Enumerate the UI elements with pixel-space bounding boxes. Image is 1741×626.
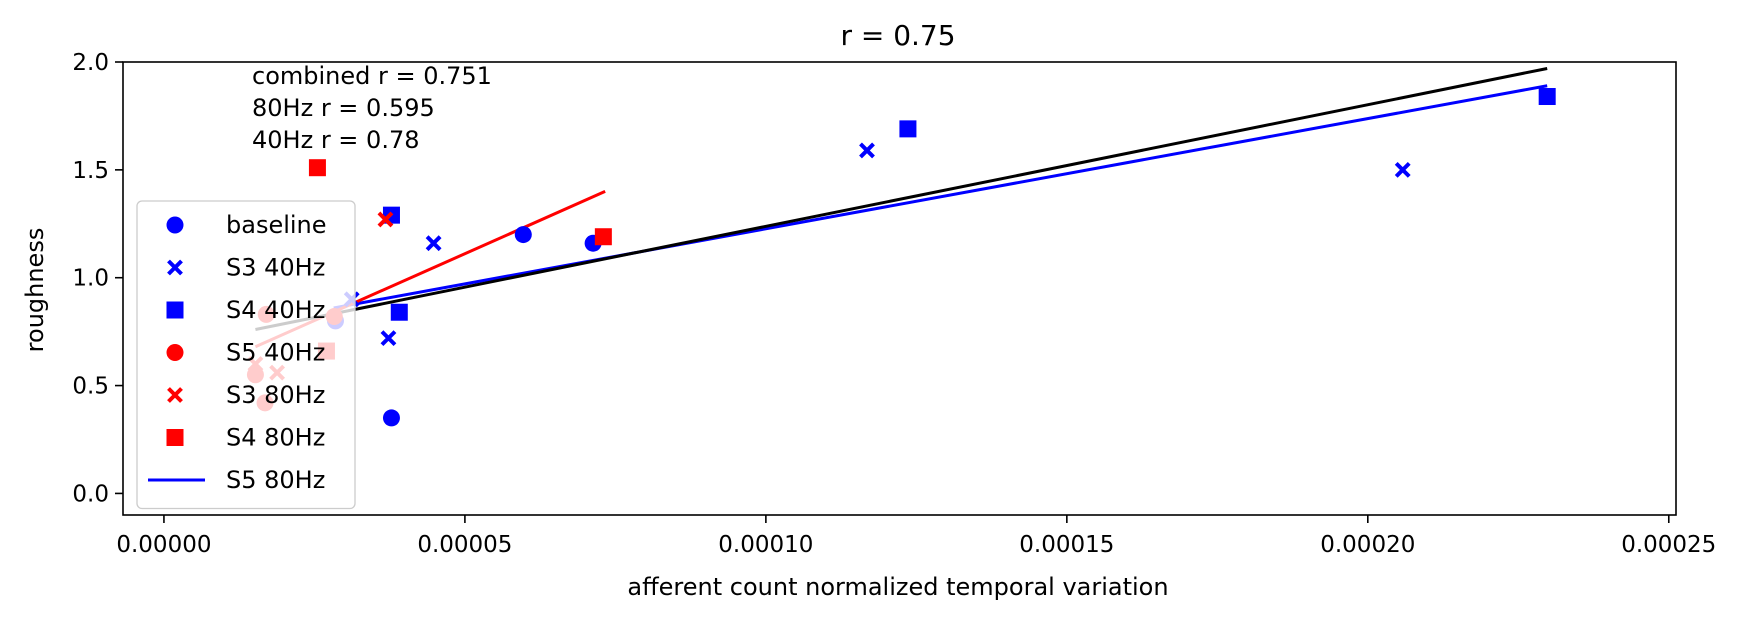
legend-swatch-s4-80hz <box>166 429 184 446</box>
x-tick-label: 0.00015 <box>1019 532 1114 558</box>
legend-label-s3-40hz: S3 40Hz <box>226 254 325 282</box>
plot-marks <box>246 67 1556 427</box>
fit-line <box>333 84 1548 310</box>
x-tick-label: 0.00005 <box>417 532 512 558</box>
baseline-point <box>382 409 400 427</box>
x-tick-label: 0.00025 <box>1621 532 1716 558</box>
y-tick-label: 2.0 <box>72 50 109 76</box>
s3-40hz-point <box>380 330 397 347</box>
x-tick-label: 0.00000 <box>116 532 211 558</box>
baseline-point <box>514 226 532 244</box>
y-tick-label: 0.5 <box>72 374 109 400</box>
s3-40hz-point <box>425 235 442 252</box>
y-tick-label: 0.0 <box>72 481 109 507</box>
legend-label-s3-80hz: S3 80Hz <box>226 381 325 409</box>
y-tick-label: 1.5 <box>72 158 109 184</box>
legend-label-s5-40hz: S5 40Hz <box>226 339 325 367</box>
s3-80hz-point <box>377 211 394 228</box>
s4-40hz-point <box>899 120 917 138</box>
legend-swatch-s4-40hz <box>166 301 184 319</box>
s4-40hz-point <box>1538 88 1556 106</box>
s3-40hz-point <box>859 142 875 159</box>
annotation-block: combined r = 0.751 80Hz r = 0.595 40Hz r… <box>252 62 492 154</box>
plot-frame <box>122 61 1677 516</box>
legend-swatch-baseline <box>166 216 184 234</box>
legend-label-s5-80hz: S5 80Hz <box>226 466 325 494</box>
x-tick-label: 0.00010 <box>718 532 813 558</box>
legend-swatch-s3-40hz <box>167 259 183 276</box>
x-tick-label: 0.00020 <box>1320 532 1415 558</box>
legend-label-s4-80hz: S4 80Hz <box>226 424 325 452</box>
legend-label-s4-40hz: S4 40Hz <box>226 296 325 324</box>
s4-40hz-point <box>390 303 408 321</box>
x-axis-label: afferent count normalized temporal varia… <box>627 573 1168 601</box>
legend-swatch-s5-40hz <box>166 344 184 361</box>
legend-box <box>136 200 356 510</box>
y-axis-label: roughness <box>21 228 49 353</box>
y-axis: 0.0 0.5 1.0 1.5 2.0 <box>72 50 123 507</box>
s4-80hz-point <box>594 228 612 246</box>
x-axis: 0.00000 0.00005 0.00010 0.00015 0.00020 0.000… <box>116 515 1716 558</box>
annotation-40hz-r: 40Hz r = 0.78 <box>252 126 419 154</box>
legend-swatch-s3-80hz <box>167 387 183 403</box>
s3-40hz-point <box>1394 161 1411 178</box>
chart-title: r = 0.75 <box>840 19 955 52</box>
annotation-combined-r: combined r = 0.751 <box>252 62 492 90</box>
legend-label-baseline: baseline <box>226 211 327 239</box>
legend: baseline S3 40Hz S4 40Hz S5 40Hz S3 80Hz S4 8… <box>136 200 356 510</box>
annotation-80hz-r: 80Hz r = 0.595 <box>252 94 435 122</box>
y-tick-label: 1.0 <box>72 266 109 292</box>
s4-80hz-point <box>308 159 326 177</box>
fit-line <box>255 67 1548 331</box>
